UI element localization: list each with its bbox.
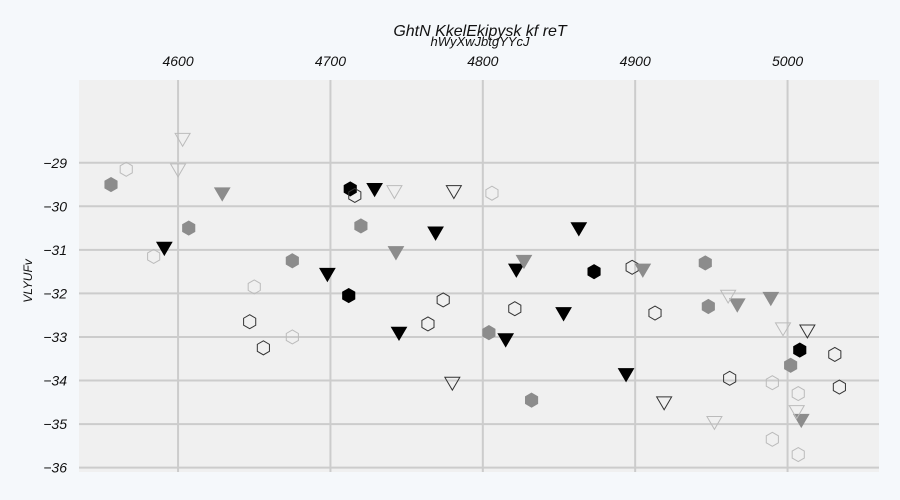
hexagon-point [648, 305, 662, 321]
hexagon-point [285, 253, 299, 269]
triangle-point [634, 263, 652, 278]
y-tick-label: −31 [43, 242, 67, 258]
hexagon-point [698, 255, 712, 271]
hexagon-point [485, 185, 499, 201]
triangle-point [497, 333, 515, 348]
hexagon-point [765, 375, 779, 391]
y-tick-labels: −29 −30 −31 −32 −33 −34 −35 −36 [43, 155, 67, 476]
hexagon-point [182, 220, 196, 236]
hexagon-point [791, 447, 805, 463]
y-tick-label: −32 [43, 285, 67, 301]
hexagon-point [348, 187, 362, 203]
triangle-point [655, 396, 673, 411]
x-tick-label: 4600 [162, 53, 193, 69]
triangle-point [319, 267, 336, 283]
hexagon-point [701, 298, 715, 315]
hexagon-point [247, 279, 261, 295]
hexagon-point [256, 340, 270, 356]
hexagon-point [828, 346, 842, 362]
hexagon-point [436, 292, 450, 308]
triangle-point [515, 254, 533, 270]
x-tick-label: 4800 [467, 53, 498, 69]
gridlines [79, 80, 879, 472]
triangle-point [174, 132, 191, 148]
hexagon-point [793, 342, 807, 358]
y-tick-label: −35 [43, 416, 67, 432]
hexagon-point [765, 431, 779, 447]
triangle-point [445, 185, 463, 200]
hexagon-point [723, 370, 737, 386]
data-points [104, 132, 846, 463]
hexagon-point [243, 314, 257, 330]
triangle-point [788, 405, 806, 420]
y-tick-label: −30 [43, 198, 67, 214]
triangle-point [443, 376, 461, 392]
triangle-point [169, 163, 187, 178]
hexagon-point [791, 386, 805, 402]
y-tick-label: −34 [43, 373, 67, 389]
triangle-point [155, 241, 173, 257]
x-tick-label: 5000 [772, 53, 803, 69]
hexagon-point [525, 392, 539, 408]
hexagon-point [285, 329, 299, 345]
hexagon-point [508, 301, 522, 317]
y-tick-label: −33 [43, 329, 67, 345]
hexagon-point [354, 218, 368, 234]
triangle-point [507, 263, 525, 278]
hexagon-point [104, 176, 118, 193]
triangle-point [774, 322, 792, 337]
y-tick-label: −36 [43, 460, 67, 476]
triangle-point [386, 185, 403, 200]
hexagon-point [784, 357, 798, 373]
hexagon-point [343, 181, 357, 197]
triangle-point [387, 246, 405, 261]
hexagon-point [482, 325, 496, 341]
triangle-point [570, 222, 588, 237]
hexagon-point [421, 316, 435, 332]
triangle-point [762, 291, 780, 307]
triangle-point [427, 226, 444, 241]
x-tick-labels: 4600 4700 4800 4900 5000 [162, 53, 803, 69]
triangle-point [719, 289, 737, 305]
chart-title: GhtN KkelEkipysk kf reT [393, 23, 568, 40]
x-tick-label: 4900 [620, 53, 651, 69]
chart-subtitle: hWyXwJbtgYYcJ [431, 34, 530, 49]
hexagon-point [147, 248, 161, 264]
hexagon-point [587, 264, 601, 280]
plot-area [79, 80, 879, 472]
y-tick-label: −29 [43, 155, 67, 171]
hexagon-point [832, 379, 846, 395]
hexagon-point [342, 288, 356, 304]
hexagon-point [119, 161, 133, 177]
triangle-point [213, 187, 231, 202]
triangle-point [390, 326, 408, 342]
triangle-point [728, 298, 746, 313]
triangle-point [799, 324, 816, 339]
triangle-point [706, 416, 723, 431]
triangle-point [617, 368, 635, 383]
triangle-point [555, 307, 572, 322]
x-tick-label: 4700 [315, 53, 346, 69]
triangle-point [366, 182, 383, 198]
y-axis-label: VLYUFv [21, 258, 35, 303]
